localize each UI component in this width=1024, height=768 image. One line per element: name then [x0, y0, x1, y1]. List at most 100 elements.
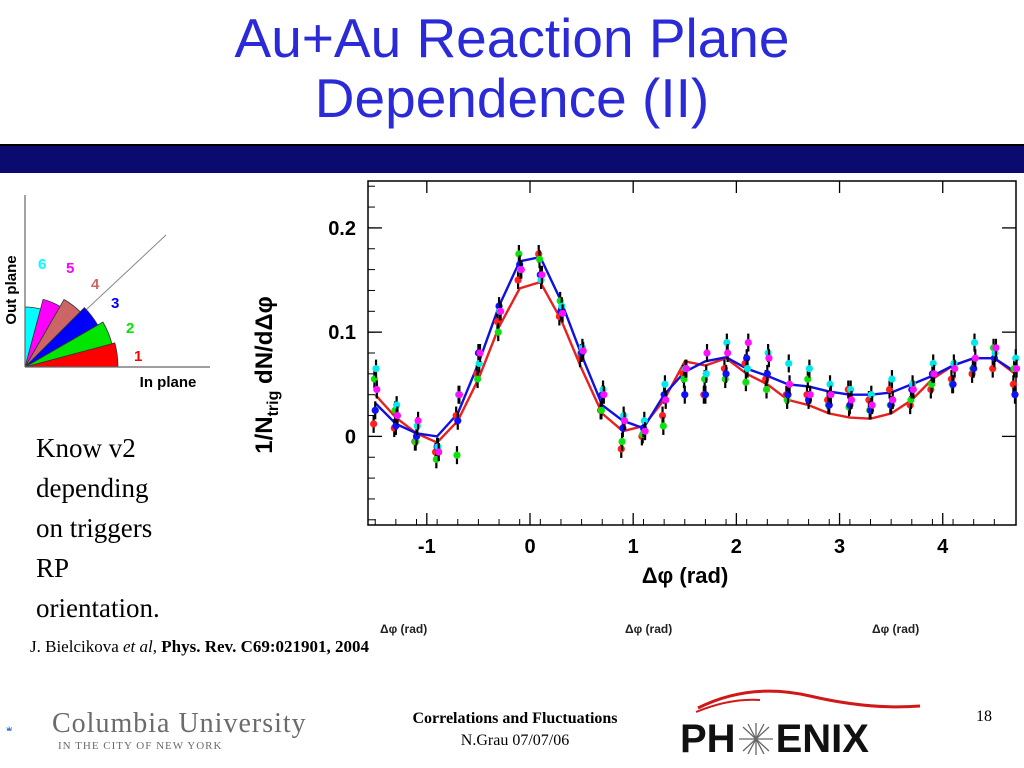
data-point [806, 391, 814, 399]
x-tick-label: 0 [524, 536, 535, 558]
inset-wedge-label: 2 [126, 320, 134, 337]
data-point [805, 365, 813, 373]
chart-series-points [370, 244, 1021, 469]
data-point [497, 307, 505, 315]
data-point [763, 370, 771, 378]
data-point [538, 271, 546, 279]
side-note-line: Know v2 [36, 433, 136, 463]
citation-etal: et al [123, 637, 153, 656]
inset-wedge-3 [24, 307, 99, 368]
data-point [762, 385, 771, 394]
ghost-axis-label: Δφ (rad) [380, 622, 428, 636]
side-note-line: depending [36, 473, 149, 503]
y-tick-label: 0.1 [328, 322, 356, 344]
slide-title: Au+Au Reaction Plane Dependence (II) [0, 8, 1024, 128]
data-point [889, 396, 897, 404]
chart-tick-labels: -1 0 1 2 3 4 0 0.1 0.2 [328, 218, 949, 558]
data-point [724, 349, 732, 357]
data-point [909, 385, 917, 394]
footer-author-date: N.Grau 07/07/06 [460, 732, 570, 749]
data-point [453, 451, 461, 459]
columbia-logo-subtitle: IN THE CITY OF NEW YORK [58, 740, 223, 752]
inset-x-label: In plane [140, 374, 197, 391]
data-point [662, 396, 670, 404]
data-point [744, 338, 752, 347]
ghost-axis-label: Δφ (rad) [872, 622, 920, 636]
data-point [372, 365, 380, 373]
citation-reference: Phys. Rev. C69:021901, 2004 [161, 637, 370, 656]
data-point [659, 422, 667, 430]
chart-y-axis-label: 1/Ntrig dN/dΔφ [251, 296, 282, 454]
inset-y-label: Out plane [3, 255, 20, 324]
chart-frame [367, 180, 1017, 526]
data-point [992, 344, 1000, 352]
x-tick-label: 4 [937, 536, 949, 558]
data-point [393, 411, 402, 420]
citation-separator: , [152, 637, 158, 656]
data-point [888, 375, 896, 383]
data-point [868, 401, 876, 409]
data-point [494, 328, 502, 336]
footer: Correlations and Fluctuations N.Grau 07/… [380, 708, 650, 752]
data-point [1012, 365, 1021, 373]
data-point [435, 448, 443, 456]
inset-wedge-label: 1 [134, 348, 142, 365]
data-point [785, 359, 793, 368]
x-tick-label: 3 [834, 536, 845, 558]
data-point [535, 255, 544, 263]
phenix-logo-swoosh [695, 689, 921, 713]
data-point [949, 380, 957, 388]
data-point [682, 365, 690, 373]
data-point [579, 347, 587, 355]
page-number: 18 [976, 708, 992, 725]
inset-wedge-label: 4 [91, 276, 100, 293]
citation-author: J. Bielcikova [30, 637, 119, 656]
chart-ticks [368, 181, 1016, 525]
data-point [847, 396, 856, 404]
title-divider-bar [0, 144, 1024, 173]
data-point [600, 391, 608, 399]
data-point [951, 365, 959, 373]
data-point [455, 391, 463, 399]
inset-wedges [24, 298, 119, 368]
data-point [620, 417, 629, 425]
series-line [374, 255, 1016, 438]
data-point [970, 338, 979, 347]
data-point [597, 406, 606, 414]
inset-wedge-2 [24, 321, 113, 368]
data-point [517, 266, 525, 274]
data-point [371, 406, 379, 414]
series-line [374, 280, 1016, 445]
data-point [476, 349, 484, 357]
x-tick-label: -1 [418, 536, 436, 558]
side-note: Know v2 depending on triggers RP orienta… [36, 428, 236, 628]
data-point [661, 380, 669, 388]
correlation-chart: -1 0 1 2 3 4 0 0.1 0.2 1/Ntrig dN/dΔφ Δφ (rad) [251, 180, 1021, 588]
data-point [373, 385, 381, 394]
data-point [930, 370, 938, 378]
inset-wedge-label: 6 [38, 256, 46, 273]
chart-x-axis-label: Δφ (rad) [642, 563, 729, 588]
phenix-logo: PH ENIX [680, 717, 869, 762]
data-point [722, 370, 730, 378]
data-point [703, 349, 711, 357]
y-tick-label: 0 [345, 426, 356, 448]
data-point [785, 380, 794, 388]
slide-title-line2: Dependence (II) [314, 67, 710, 129]
data-point [454, 417, 462, 425]
inset-wedge-4 [24, 298, 81, 368]
data-point [681, 391, 689, 399]
columbia-crown-icon [6, 726, 12, 732]
data-point [765, 354, 773, 362]
data-point [370, 420, 378, 428]
columbia-logo-name: Columbia University [52, 708, 307, 739]
data-point [742, 378, 750, 386]
slide-title-line1: Au+Au Reaction Plane [234, 7, 790, 69]
x-tick-label: 1 [628, 536, 639, 558]
inset-wedge-5 [24, 298, 61, 368]
phenix-logo-right: ENIX [775, 717, 869, 761]
side-note-line: on triggers [36, 513, 153, 543]
phenix-logo-left: PH [680, 717, 736, 761]
